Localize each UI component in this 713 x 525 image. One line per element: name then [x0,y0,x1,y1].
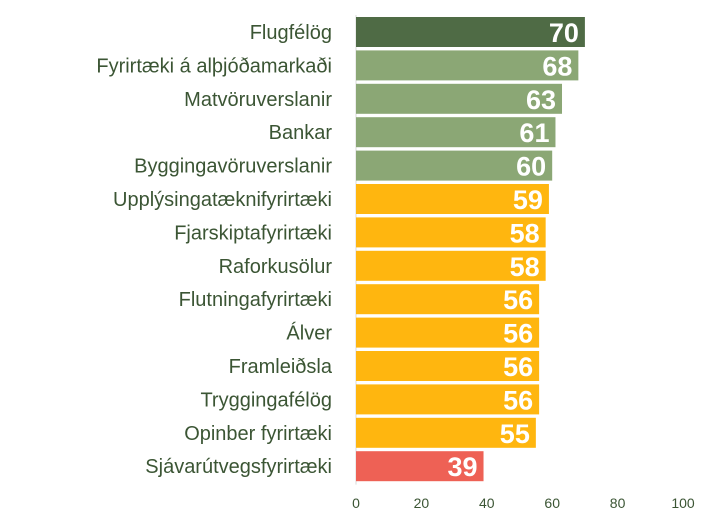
category-label: Bankar [269,122,333,144]
bar [356,417,536,448]
value-label: 60 [516,152,546,182]
category-label: Byggingavöruverslanir [134,156,332,178]
x-tick-label: 100 [671,495,695,511]
category-label: Opinber fyrirtæki [184,423,332,445]
category-label: Tryggingafélög [200,389,332,411]
category-label: Sjávarútvegsfyrirtæki [145,456,332,478]
category-label: Matvöruverslanir [184,89,332,111]
category-label: Fyrirtæki á alþjóðamarkaði [96,55,332,77]
value-label: 39 [447,452,477,482]
bar [356,184,549,214]
x-tick-label: 80 [610,495,626,511]
category-labels-group: Flugfélög Fyrirtæki á alþjóðamarkaði Matvö… [96,22,333,478]
x-tick-label: 0 [352,495,360,511]
bar [356,384,540,415]
x-tick-label: 60 [544,495,560,511]
value-label: 58 [510,252,540,282]
bar [356,451,484,482]
bar [356,150,553,181]
bar [356,217,546,248]
value-label: 56 [503,352,533,382]
bar [356,50,579,81]
value-label: 56 [503,285,533,315]
value-label: 55 [500,419,530,449]
value-label: 68 [542,51,572,81]
value-label: 58 [510,218,540,248]
category-label: Fjarskiptafyrirtæki [174,222,332,244]
x-tick-label: 20 [414,495,430,511]
bar [356,17,585,47]
value-label: 56 [503,385,533,415]
category-label: Framleiðsla [229,356,333,378]
category-label: Flugfélög [250,22,332,44]
x-axis-ticks-group: 0 20 40 60 80 100 [352,495,695,511]
value-label: 61 [519,118,549,148]
category-label: Raforkusölur [219,256,333,278]
category-label: Upplýsingatæknifyrirtæki [113,189,332,211]
value-label: 59 [513,185,543,215]
category-label: Álver [286,322,332,345]
bar [356,351,540,381]
x-tick-label: 40 [479,495,495,511]
value-label: 56 [503,319,533,349]
bar [356,250,546,281]
bar [356,83,563,114]
value-label: 70 [549,18,579,48]
bar [356,317,540,348]
category-label: Flutningafyrirtæki [179,289,332,311]
bars-group [356,17,585,482]
bar [356,284,540,315]
bar [356,117,556,148]
value-label: 63 [526,85,556,115]
